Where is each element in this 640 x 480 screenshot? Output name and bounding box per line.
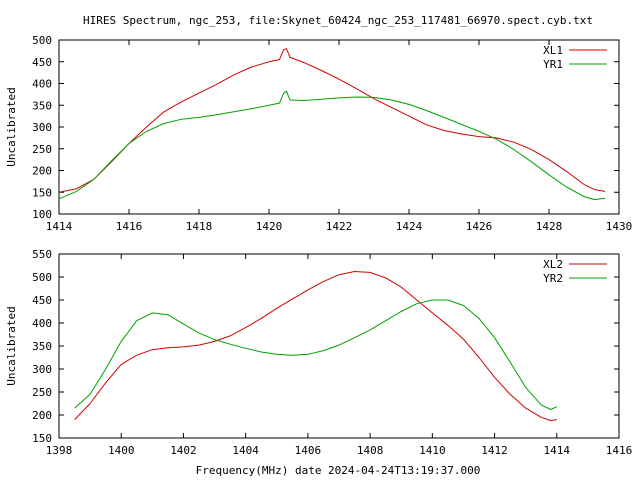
x-axis-label: Frequency(MHz) date 2024-04-24T13:19:37.… [196,464,481,477]
bottom-y-tick-label: 550 [32,248,52,261]
bottom-axis-ticks: 1398 1400 1402 1404 1406 1408 1410 1412 1414 1416… [32,248,632,457]
bottom-y-tick-label: 150 [32,432,52,445]
bottom-x-tick-label: 1402 [170,444,197,457]
top-x-tick-label: 1420 [256,220,283,233]
bottom-y-tick-label: 500 [32,271,52,284]
top-x-tick-label: 1430 [606,220,633,233]
bottom-y-tick-label: 400 [32,317,52,330]
top-x-tick-label: 1416 [116,220,143,233]
top-x-tick-label: 1428 [536,220,563,233]
bottom-legend-label-yr2: YR2 [543,272,563,285]
bottom-x-tick-label: 1406 [295,444,322,457]
bottom-y-tick-label: 300 [32,363,52,376]
top-plot-frame [58,39,620,215]
top-axis-ticks: 1414 1416 1418 1420 1422 1424 1426 1428 1430 100 1… [32,34,632,233]
bottom-x-tick-label: 1412 [481,444,508,457]
top-legend-label-yr1: YR1 [543,58,563,71]
bottom-x-tick-label: 1410 [419,444,446,457]
top-x-tick-label: 1424 [396,220,423,233]
top-y-tick-label: 400 [32,78,52,91]
top-y-tick-label: 450 [32,56,52,69]
bottom-panel: Uncalibrated 1398 1400 1402 1404 1406 1408 141… [5,248,632,457]
top-y-tick-label: 500 [32,34,52,47]
bottom-x-tick-label: 1416 [606,444,633,457]
bottom-x-tick-label: 1414 [544,444,571,457]
top-panel: Uncalibrated 1414 1416 1418 1420 1422 1424 142… [5,34,632,233]
top-y-tick-label: 350 [32,99,52,112]
bottom-plot-frame [58,253,620,439]
bottom-y-tick-label: 200 [32,409,52,422]
bottom-series-lines [74,271,558,421]
bottom-x-tick-label: 1408 [357,444,384,457]
top-series-line-yr1 [58,90,606,201]
top-legend-label-xl1: XL1 [543,44,563,57]
top-y-tick-label: 150 [32,186,52,199]
bottom-series-line-xl2 [74,271,557,421]
top-x-tick-label: 1426 [466,220,493,233]
bottom-x-tick-label: 1398 [46,444,73,457]
bottom-x-tick-label: 1400 [108,444,135,457]
top-x-tick-label: 1414 [46,220,73,233]
top-y-tick-label: 300 [32,121,52,134]
top-y-axis-label: Uncalibrated [5,87,18,166]
top-x-tick-label: 1422 [326,220,353,233]
top-y-tick-label: 100 [32,208,52,221]
bottom-series-line-yr2 [74,299,558,410]
bottom-y-axis-label: Uncalibrated [5,306,18,385]
figure-title: HIRES Spectrum, ngc_253, file:Skynet_604… [83,14,593,27]
top-x-tick-label: 1418 [186,220,213,233]
bottom-legend-label-xl2: XL2 [543,258,563,271]
bottom-y-tick-label: 350 [32,340,52,353]
bottom-x-tick-label: 1404 [232,444,259,457]
top-y-tick-label: 200 [32,165,52,178]
top-y-tick-label: 250 [32,143,52,156]
top-series-line-xl1 [58,48,606,193]
bottom-y-tick-label: 250 [32,386,52,399]
top-series-lines [58,48,606,201]
bottom-y-tick-label: 450 [32,294,52,307]
